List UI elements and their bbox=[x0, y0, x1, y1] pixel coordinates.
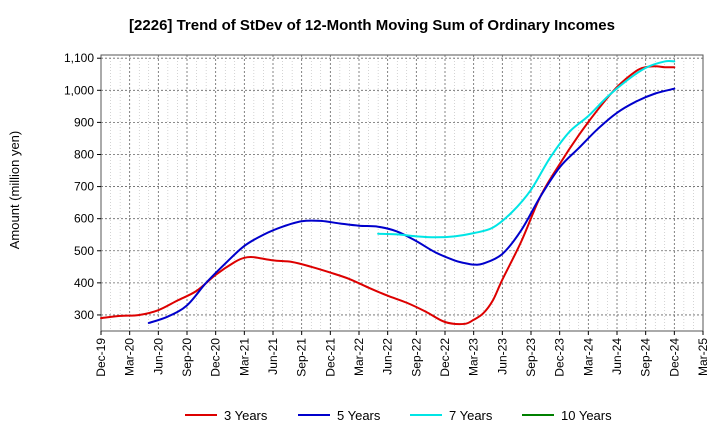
y-tick-label: 1,100 bbox=[64, 51, 94, 65]
plot-area bbox=[100, 54, 704, 332]
y-tick-label: 500 bbox=[74, 244, 94, 258]
y-tick-label: 700 bbox=[74, 180, 94, 194]
x-tick-label: Sep-22 bbox=[409, 338, 423, 377]
y-tick-label: 300 bbox=[74, 308, 94, 322]
x-tick-label: Sep-23 bbox=[524, 338, 538, 377]
series-line-1 bbox=[100, 65, 676, 326]
x-tick-label: Mar-20 bbox=[123, 338, 137, 376]
x-tick-label: Jun-24 bbox=[610, 338, 624, 375]
legend-label-3: 7 Years bbox=[449, 408, 493, 423]
legend-label-2: 5 Years bbox=[337, 408, 381, 423]
x-tick-label: Dec-23 bbox=[553, 338, 567, 377]
x-tick-label: Jun-20 bbox=[151, 338, 165, 375]
y-axis-label: Amount (million yen) bbox=[7, 131, 22, 250]
x-tick-label: Mar-24 bbox=[581, 338, 595, 376]
x-tick-label: Sep-24 bbox=[639, 338, 653, 377]
x-tick-label: Jun-23 bbox=[495, 338, 509, 375]
x-tick-label: Mar-23 bbox=[467, 338, 481, 376]
y-tick-label: 400 bbox=[74, 276, 94, 290]
legend: 3 Years 5 Years 7 Years 10 Years bbox=[185, 408, 612, 423]
x-tick-label: Sep-20 bbox=[180, 338, 194, 377]
x-tick-label: Mar-21 bbox=[237, 338, 251, 376]
x-tick-label: Mar-25 bbox=[696, 338, 710, 376]
legend-label-1: 3 Years bbox=[224, 408, 268, 423]
axes: 300 400 500 600 700 800 900 1,000 1,100 Dec-19 Mar… bbox=[64, 51, 710, 376]
series-line-2 bbox=[147, 87, 676, 324]
x-tick-label: Dec-21 bbox=[323, 338, 337, 377]
y-tick-label: 800 bbox=[74, 147, 94, 161]
x-tick-label: Dec-22 bbox=[438, 338, 452, 377]
legend-label-4: 10 Years bbox=[561, 408, 612, 423]
x-tick-label: Dec-20 bbox=[209, 338, 223, 377]
y-tick-label: 900 bbox=[74, 115, 94, 129]
series-line-3 bbox=[377, 59, 676, 239]
grid bbox=[100, 54, 704, 332]
x-tick-label: Dec-24 bbox=[667, 338, 681, 377]
x-tick-label: Jun-22 bbox=[381, 338, 395, 375]
x-tick-label: Dec-19 bbox=[94, 338, 108, 377]
chart-title: [2226] Trend of StDev of 12-Month Moving… bbox=[129, 17, 615, 34]
x-tick-label: Mar-22 bbox=[352, 338, 366, 376]
x-tick-label: Jun-21 bbox=[266, 338, 280, 375]
y-tick-label: 1,000 bbox=[64, 83, 94, 97]
x-tick-label: Sep-21 bbox=[295, 338, 309, 377]
y-tick-label: 600 bbox=[74, 212, 94, 226]
series-lines bbox=[100, 59, 676, 326]
